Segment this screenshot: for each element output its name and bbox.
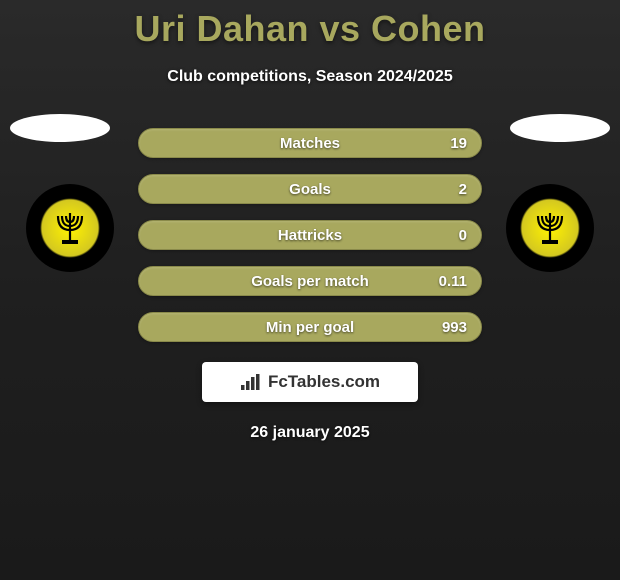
badge-circle-icon xyxy=(26,184,114,272)
page-title: Uri Dahan vs Cohen xyxy=(0,0,620,50)
stats-container: Matches 19 Goals 2 Hattricks 0 Goals per… xyxy=(138,128,482,358)
menorah-icon xyxy=(530,208,570,248)
stat-row-min-per-goal: Min per goal 993 xyxy=(138,312,482,342)
badge-circle-icon xyxy=(506,184,594,272)
date-text: 26 january 2025 xyxy=(0,424,620,442)
club-badge-right xyxy=(500,184,600,272)
stat-label: Goals per match xyxy=(251,273,369,290)
stat-value: 0.11 xyxy=(439,273,467,290)
stat-value: 0 xyxy=(459,227,467,244)
stat-label: Matches xyxy=(280,135,340,152)
stat-value: 2 xyxy=(459,181,467,198)
stat-label: Hattricks xyxy=(278,227,342,244)
menorah-icon xyxy=(50,208,90,248)
stat-row-matches: Matches 19 xyxy=(138,128,482,158)
stat-label: Goals xyxy=(289,181,331,198)
stat-row-hattricks: Hattricks 0 xyxy=(138,220,482,250)
page-subtitle: Club competitions, Season 2024/2025 xyxy=(0,68,620,86)
stat-row-goals: Goals 2 xyxy=(138,174,482,204)
logo-text: FcTables.com xyxy=(268,372,380,392)
stat-value: 19 xyxy=(450,135,467,152)
comparison-area: Matches 19 Goals 2 Hattricks 0 Goals per… xyxy=(0,114,620,344)
fctables-logo: FcTables.com xyxy=(202,362,418,402)
stat-value: 993 xyxy=(442,319,467,336)
club-badge-left xyxy=(20,184,120,272)
player-left-silhouette xyxy=(10,114,110,142)
chart-bars-icon xyxy=(240,373,262,391)
stat-label: Min per goal xyxy=(266,319,354,336)
player-right-silhouette xyxy=(510,114,610,142)
stat-row-goals-per-match: Goals per match 0.11 xyxy=(138,266,482,296)
